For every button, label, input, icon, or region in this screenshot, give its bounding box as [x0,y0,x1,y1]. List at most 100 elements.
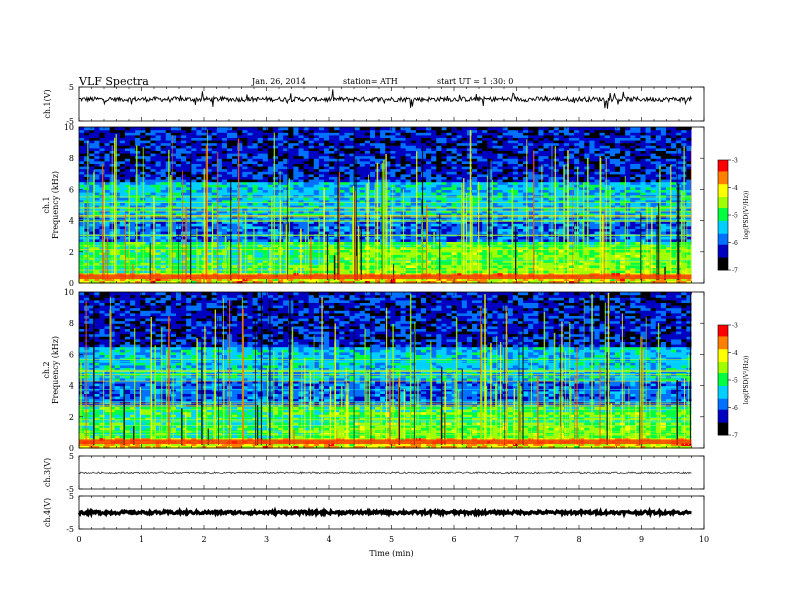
spectrogram-cell [135,277,141,281]
spectrogram-cell [130,171,136,175]
spectrogram-cell [170,197,177,201]
spectrogram-cell [79,259,85,263]
spectrogram-cell [155,163,162,167]
spectrogram-cell [119,264,126,268]
spectrogram-cell [124,207,131,211]
spectrogram-cell [94,249,101,253]
spectrogram-cell [124,160,131,164]
spectrogram-cell [160,176,167,180]
spectrogram-cell [94,202,101,206]
spectrogram-cell [135,246,141,250]
spectrogram-cell [160,246,167,250]
spectrogram-cell [124,166,131,170]
spectrogram-cell [334,127,340,131]
spectrogram-cell [145,173,152,177]
spectrogram-cell [165,132,172,136]
spectrogram-cell [79,134,85,138]
spectrogram-cell [109,173,116,177]
spectrogram-cell [165,127,172,131]
spectrogram-cell [155,212,162,216]
spectrogram-cell [109,257,116,261]
spectrogram-cell [155,179,162,183]
spectrogram-cell [420,127,427,131]
spectrogram-cell [99,155,106,159]
spectrogram-cell [135,163,141,167]
spectrogram-cell [155,231,162,235]
spectrogram-cell [155,199,162,203]
spectrogram-cell [124,236,131,240]
spectrogram-cell [135,272,141,276]
spectrogram-cell [79,127,85,131]
spectrogram-cell [135,199,141,203]
spectrogram-cell [466,127,473,131]
spectrogram-cell [135,189,141,193]
spectrogram-cell [135,153,141,157]
spectrogram-cell [155,207,162,211]
spectrogram-cell [130,150,136,154]
spectrogram-cell [94,145,101,149]
spectrogram-cell [89,147,95,151]
spectrogram-cell [160,153,167,157]
spectrogram-cell [99,280,106,284]
spectrogram-cell [124,220,131,224]
spectrogram-cell [130,186,136,190]
spectrogram-cell [114,197,121,201]
spectrogram-cell [298,127,305,131]
spectrogram-cell [135,264,141,268]
spectrogram-cell [84,210,90,214]
spectrogram-cell [119,132,126,136]
spectrogram-cell [160,142,167,146]
spectrogram-cell [135,150,141,154]
spectrogram-cell [160,277,167,281]
spectrogram-cell [135,179,141,183]
spectrogram-cell [160,251,167,255]
spectrogram-cell [79,205,85,209]
spectrogram-cell [79,202,85,206]
spectrogram-cell [79,267,85,271]
spectrogram-cell [109,127,116,131]
spectrogram-cell [155,173,162,177]
spectrogram-cell [145,140,152,144]
spectrogram-cell [160,225,167,229]
spectrogram-cell [130,251,136,255]
spectrogram-cell [170,192,177,196]
spectrogram-cell [140,137,146,141]
spectrogram-cell [79,137,85,141]
spectrogram-cell [135,192,141,196]
spectrogram-cell [155,153,162,157]
spectrogram-cell [79,212,85,216]
spectrogram-cell [84,231,90,235]
spectrogram-cell [94,225,101,229]
spectrogram-cell [150,155,157,159]
spectrogram-cell [94,189,101,193]
spectrogram-cell [237,127,243,131]
spectrogram-cell [89,145,95,149]
spectrogram-cell [124,225,131,229]
spectrogram-cell [119,171,126,175]
spectrogram-cell [145,184,152,188]
spectrogram-cell [124,202,131,206]
spectrogram-cell [119,150,126,154]
spectrogram-cell [135,194,141,198]
spectrogram-cell [160,236,167,240]
spectrogram-cell [119,270,126,274]
spectrogram-cell [385,127,391,131]
spectrogram-cell [104,210,111,214]
spectrogram-cell [89,262,95,266]
spectrogram-cell [170,186,177,190]
spectrogram-cell [114,160,121,164]
spectrogram-cell [119,186,126,190]
spectrogram-cell [130,134,136,138]
spectrogram-cell [124,129,131,133]
spectrogram-cell [145,238,152,242]
spectrogram-cell [109,220,116,224]
spectrogram-cell [89,173,95,177]
spectrogram-cell [369,127,376,131]
spectrogram-cell [119,158,126,162]
spectrogram-cell [124,158,131,162]
spectrogram-cell [114,238,121,242]
spectrogram-cell [165,134,172,138]
spectrogram-cell [104,155,111,159]
spectrogram-cell [145,166,152,170]
spectrogram-cell [79,210,85,214]
